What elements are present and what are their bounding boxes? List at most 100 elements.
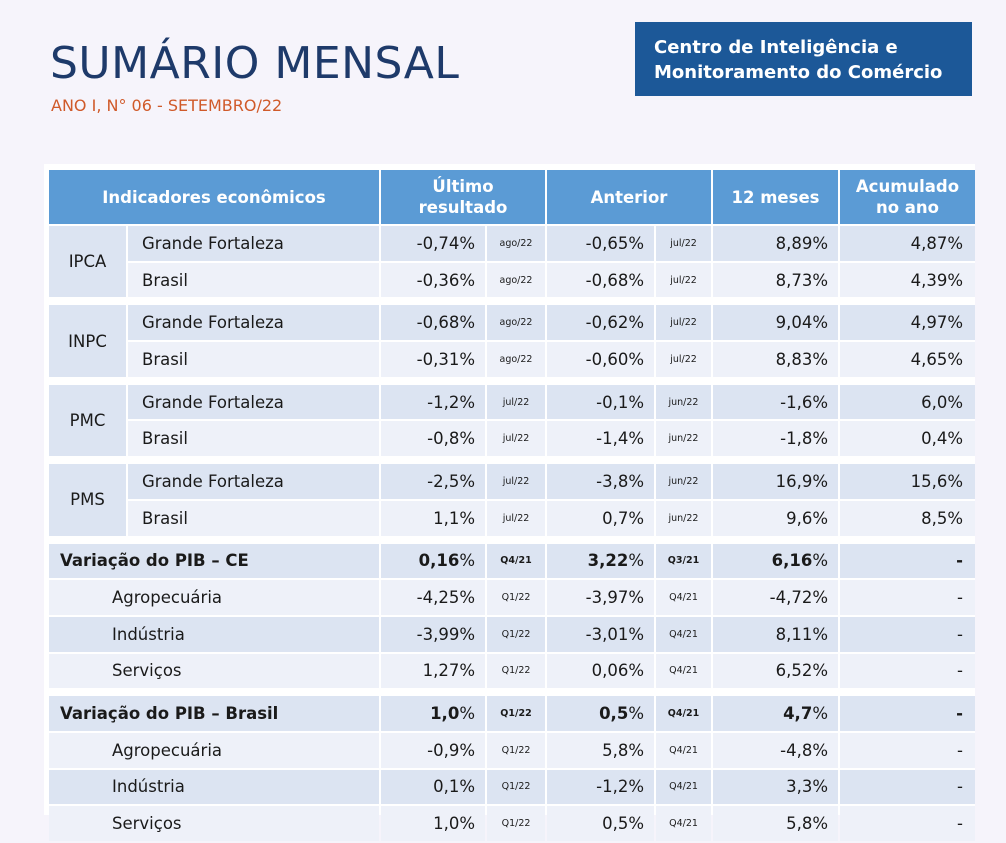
brand-line-2: Monitoramento do Comércio bbox=[654, 62, 943, 83]
ytd-value: 6,0% bbox=[840, 384, 975, 420]
last-value: -1,2% bbox=[381, 384, 485, 420]
ytd-value: - bbox=[840, 616, 975, 652]
last-period: ago/22 bbox=[487, 305, 545, 341]
region-label: Grande Fortaleza bbox=[128, 305, 379, 341]
region-label: Brasil bbox=[128, 500, 379, 536]
ytd-value: 15,6% bbox=[840, 464, 975, 499]
region-label: Grande Fortaleza bbox=[128, 464, 379, 499]
previous-period: Q4/21 bbox=[656, 769, 711, 805]
table-row: INPC Grande Fortaleza -0,68% ago/22 -0,62% ju… bbox=[49, 305, 975, 377]
last-value: -0,9% bbox=[381, 732, 485, 768]
twelve-month-value: 8,89% bbox=[713, 226, 838, 261]
table-row: Brasil 1,1% jul/22 0,7% jun/22 9,6% 8,5% bbox=[49, 500, 975, 536]
table-row: Serviços 1,0% Q1/22 0,5% Q4/21 5,8% - bbox=[49, 806, 975, 841]
sector-label: Indústria bbox=[49, 616, 379, 652]
previous-period: jun/22 bbox=[656, 500, 711, 536]
last-period: jul/22 bbox=[487, 384, 545, 420]
ytd-value: - bbox=[840, 653, 975, 689]
row-gap bbox=[49, 690, 975, 695]
last-period: Q1/22 bbox=[487, 580, 545, 615]
last-period: ago/22 bbox=[487, 342, 545, 377]
region-label: Brasil bbox=[128, 421, 379, 457]
ytd-value: 4,39% bbox=[840, 262, 975, 298]
pib-label: Variação do PIB – CE bbox=[49, 543, 379, 579]
previous-value: -0,68% bbox=[547, 262, 654, 298]
region-label: Brasil bbox=[128, 342, 379, 377]
ytd-value: - bbox=[840, 732, 975, 768]
previous-period: jul/22 bbox=[656, 226, 711, 261]
ytd-value: - bbox=[840, 769, 975, 805]
last-period: Q1/22 bbox=[487, 696, 545, 731]
last-value: -3,99% bbox=[381, 616, 485, 652]
brand-box: Centro de Inteligência e Monitoramento d… bbox=[635, 22, 972, 96]
last-period: jul/22 bbox=[487, 500, 545, 536]
row-gap bbox=[49, 458, 975, 463]
header-last: Último resultado bbox=[381, 170, 545, 224]
previous-period: jul/22 bbox=[656, 305, 711, 341]
table-row: Brasil -0,8% jul/22 -1,4% jun/22 -1,8% 0,4% bbox=[49, 421, 975, 457]
last-period: Q1/22 bbox=[487, 732, 545, 768]
previous-period: Q4/21 bbox=[656, 580, 711, 615]
edition-subtitle: ANO I, N° 06 - SETEMBRO/22 bbox=[51, 96, 283, 115]
last-period: ago/22 bbox=[487, 226, 545, 261]
previous-value: -0,60% bbox=[547, 342, 654, 377]
ytd-value: 0,4% bbox=[840, 421, 975, 457]
page-title: SUMÁRIO MENSAL bbox=[50, 38, 460, 89]
header-ytd: Acumulado no ano bbox=[840, 170, 975, 224]
previous-period: jun/22 bbox=[656, 464, 711, 499]
twelve-month-value: -4,72% bbox=[713, 580, 838, 615]
brand-line-1: Centro de Inteligência e bbox=[654, 37, 898, 58]
twelve-month-value: 6,16% bbox=[713, 543, 838, 579]
twelve-month-value: 4,7% bbox=[713, 696, 838, 731]
twelve-month-value: 9,6% bbox=[713, 500, 838, 536]
pib-label: Variação do PIB – Brasil bbox=[49, 696, 379, 731]
last-value: 1,0% bbox=[381, 806, 485, 841]
twelve-month-value: 16,9% bbox=[713, 464, 838, 499]
header-previous: Anterior bbox=[547, 170, 711, 224]
table-row: IPCA Grande Fortaleza -0,74% ago/22 -0,65% ju… bbox=[49, 226, 975, 298]
last-value: 1,1% bbox=[381, 500, 485, 536]
header-indicator: Indicadores econômicos bbox=[49, 170, 379, 224]
twelve-month-value: 3,3% bbox=[713, 769, 838, 805]
previous-period: Q3/21 bbox=[656, 543, 711, 579]
last-period: Q4/21 bbox=[487, 543, 545, 579]
twelve-month-value: 8,11% bbox=[713, 616, 838, 652]
table-row: Indústria 0,1% Q1/22 -1,2% Q4/21 3,3% - bbox=[49, 769, 975, 805]
table-row: Agropecuária -4,25% Q1/22 -3,97% Q4/21 -4,72%… bbox=[49, 580, 975, 615]
ytd-value: 4,65% bbox=[840, 342, 975, 377]
twelve-month-value: 8,83% bbox=[713, 342, 838, 377]
indicators-table-container: Indicadores econômicos Último resultado A… bbox=[44, 164, 975, 841]
previous-period: jun/22 bbox=[656, 421, 711, 457]
twelve-month-value: 5,8% bbox=[713, 806, 838, 841]
twelve-month-value: 8,73% bbox=[713, 262, 838, 298]
last-value: 0,1% bbox=[381, 769, 485, 805]
previous-value: -0,65% bbox=[547, 226, 654, 261]
previous-value: -0,1% bbox=[547, 384, 654, 420]
twelve-month-value: -4,8% bbox=[713, 732, 838, 768]
indicator-name: PMS bbox=[49, 464, 126, 536]
previous-period: Q4/21 bbox=[656, 732, 711, 768]
table-row: PMC Grande Fortaleza -1,2% jul/22 -0,1% jun/2… bbox=[49, 384, 975, 457]
region-label: Brasil bbox=[128, 262, 379, 298]
row-gap bbox=[49, 537, 975, 542]
ytd-value: 8,5% bbox=[840, 500, 975, 536]
twelve-month-value: 6,52% bbox=[713, 653, 838, 689]
previous-value: -1,4% bbox=[547, 421, 654, 457]
previous-period: Q4/21 bbox=[656, 616, 711, 652]
region-label: Grande Fortaleza bbox=[128, 384, 379, 420]
table-row: Agropecuária -0,9% Q1/22 5,8% Q4/21 -4,8% - bbox=[49, 732, 975, 768]
twelve-month-value: 9,04% bbox=[713, 305, 838, 341]
previous-period: Q4/21 bbox=[656, 806, 711, 841]
ytd-value: 4,87% bbox=[840, 226, 975, 261]
previous-value: 0,7% bbox=[547, 500, 654, 536]
sector-label: Serviços bbox=[49, 653, 379, 689]
previous-period: jul/22 bbox=[656, 342, 711, 377]
header-12-months: 12 meses bbox=[713, 170, 838, 224]
previous-period: Q4/21 bbox=[656, 696, 711, 731]
previous-value: 3,22% bbox=[547, 543, 654, 579]
last-value: 1,27% bbox=[381, 653, 485, 689]
table-row: Brasil -0,31% ago/22 -0,60% jul/22 8,83% 4,65% bbox=[49, 342, 975, 377]
previous-value: -3,8% bbox=[547, 464, 654, 499]
indicator-name: PMC bbox=[49, 384, 126, 457]
last-value: 1,0% bbox=[381, 696, 485, 731]
